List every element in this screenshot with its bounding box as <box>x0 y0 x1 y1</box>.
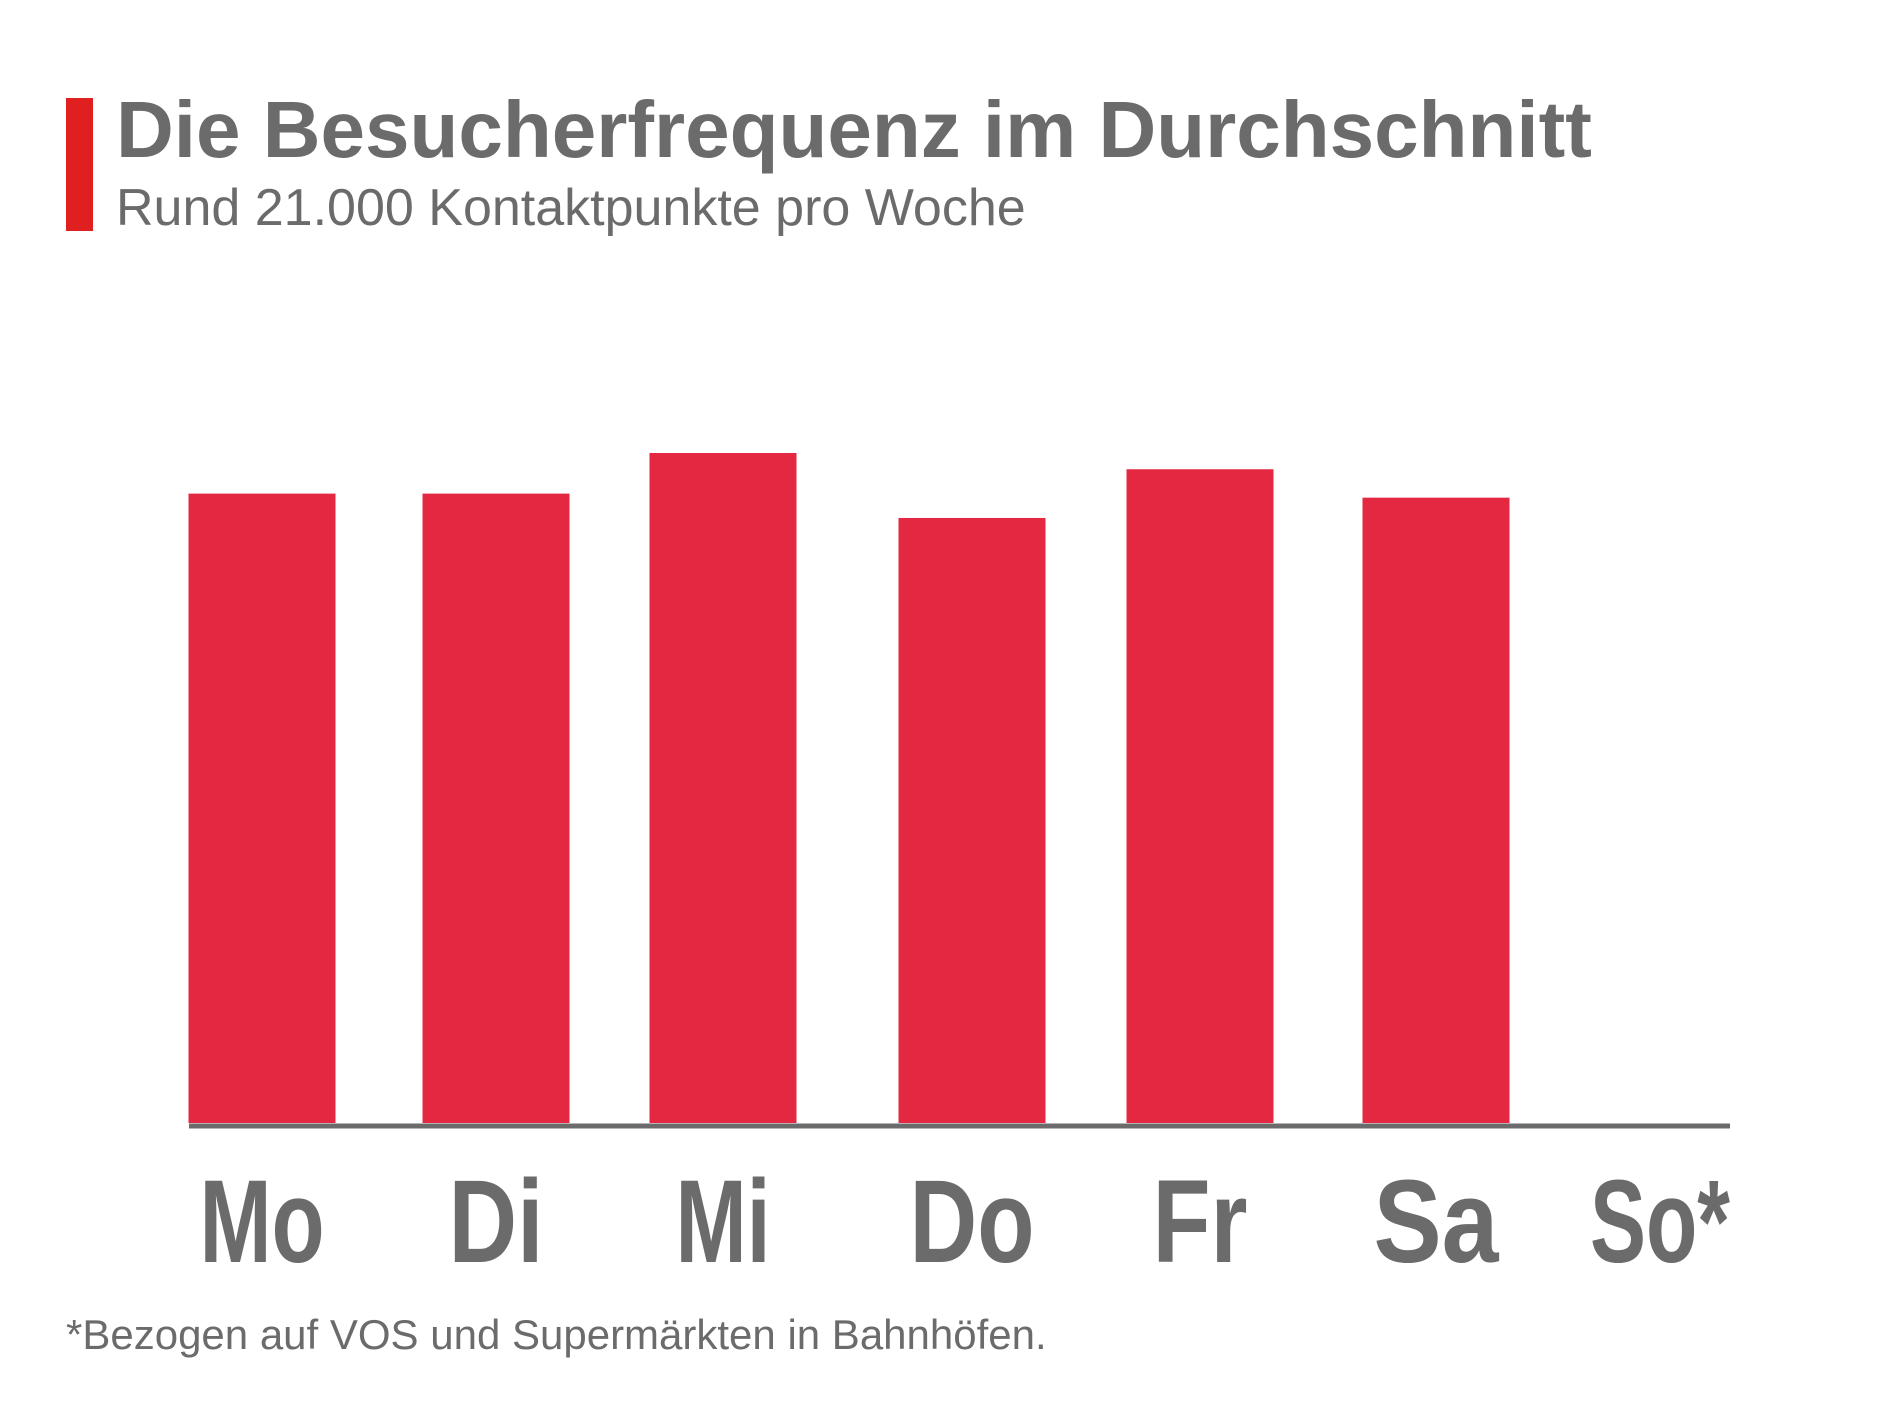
category-label-do: Do <box>910 1156 1035 1288</box>
title-accent-bar <box>66 98 93 231</box>
chart-subtitle: Rund 21.000 Kontaktpunkte pro Woche <box>116 179 1026 237</box>
bar-mo <box>188 493 336 1123</box>
chart-title: Die Besucherfrequenz im Durchschnitt <box>116 85 1592 174</box>
category-labels-group: Mo Di Mi Do Fr Sa So* <box>200 1156 1731 1288</box>
bar-sa <box>1362 497 1510 1124</box>
bar-do <box>898 517 1046 1123</box>
category-label-di: Di <box>449 1156 544 1288</box>
category-label-so: So* <box>1590 1156 1730 1288</box>
bar-mi <box>649 453 797 1123</box>
footnote: *Bezogen auf VOS und Supermärkten in Bah… <box>66 1311 1047 1358</box>
category-label-mo: Mo <box>200 1156 325 1288</box>
category-label-sa: Sa <box>1374 1156 1500 1288</box>
category-label-mi: Mi <box>676 1156 771 1288</box>
bars-group <box>188 453 1510 1124</box>
bar-fr <box>1126 469 1274 1123</box>
category-label-fr: Fr <box>1153 1156 1248 1288</box>
bar-di <box>422 493 570 1123</box>
